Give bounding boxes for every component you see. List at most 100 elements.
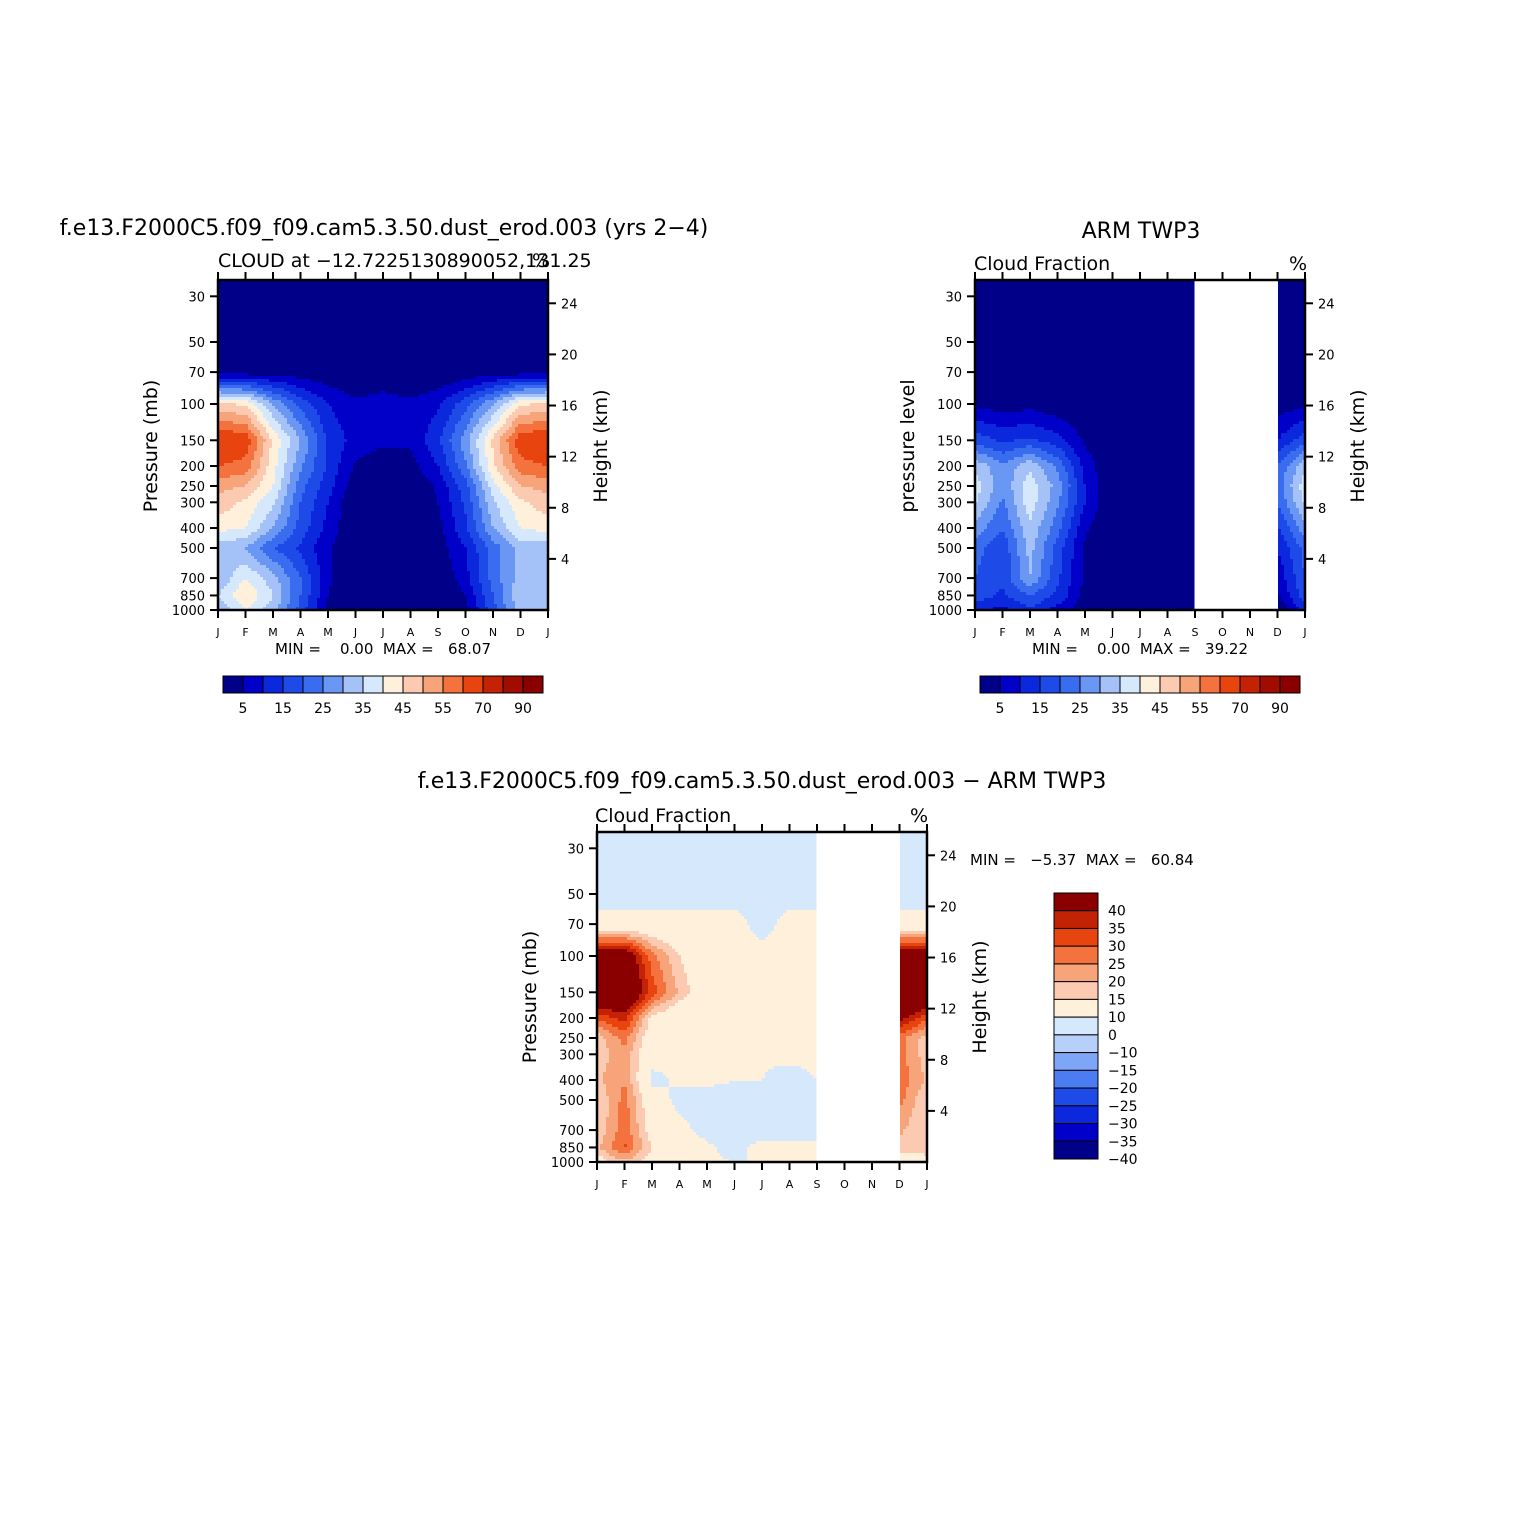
contour-cell bbox=[293, 385, 297, 389]
contour-cell bbox=[425, 355, 429, 359]
contour-cell bbox=[275, 379, 279, 383]
contour-cell bbox=[518, 370, 522, 374]
contour-cell bbox=[302, 322, 306, 326]
contour-cell bbox=[488, 298, 492, 302]
contour-cell bbox=[407, 382, 411, 386]
contour-cell bbox=[254, 340, 258, 344]
contour-cell bbox=[323, 319, 327, 323]
contour-cell bbox=[272, 364, 276, 368]
contour-cell bbox=[527, 346, 531, 350]
contour-cell bbox=[374, 310, 378, 314]
contour-cell bbox=[383, 382, 387, 386]
contour-cell bbox=[281, 328, 285, 332]
contour-cell bbox=[536, 337, 540, 341]
contour-cell bbox=[287, 310, 291, 314]
contour-cell bbox=[284, 307, 288, 311]
contour-cell bbox=[482, 358, 486, 362]
contour-cell bbox=[485, 361, 489, 365]
contour-cell bbox=[383, 295, 387, 299]
contour-cell bbox=[236, 316, 240, 320]
contour-cell bbox=[260, 298, 264, 302]
contour-cell bbox=[497, 295, 501, 299]
contour-cell bbox=[287, 349, 291, 353]
contour-cell bbox=[422, 301, 426, 305]
contour-cell bbox=[371, 355, 375, 359]
contour-cell bbox=[491, 355, 495, 359]
contour-cell bbox=[332, 295, 336, 299]
contour-cell bbox=[338, 292, 342, 296]
contour-cell bbox=[380, 376, 384, 380]
contour-cell bbox=[515, 301, 519, 305]
contour-cell bbox=[512, 361, 516, 365]
contour-cell bbox=[317, 349, 321, 353]
contour-cell bbox=[380, 379, 384, 383]
contour-cell bbox=[356, 334, 360, 338]
contour-cell bbox=[467, 352, 471, 356]
contour-cell bbox=[509, 325, 513, 329]
contour-cell bbox=[506, 301, 510, 305]
contour-cell bbox=[332, 337, 336, 341]
contour-cell bbox=[320, 376, 324, 380]
contour-cell bbox=[485, 334, 489, 338]
contour-cell bbox=[311, 349, 315, 353]
contour-cell bbox=[308, 355, 312, 359]
contour-cell bbox=[494, 343, 498, 347]
contour-cell bbox=[440, 283, 444, 287]
contour-cell bbox=[416, 367, 420, 371]
contour-cell bbox=[470, 352, 474, 356]
contour-cell bbox=[314, 361, 318, 365]
contour-cell bbox=[422, 319, 426, 323]
contour-cell bbox=[461, 382, 465, 386]
contour-cell bbox=[413, 358, 417, 362]
contour-cell bbox=[368, 397, 372, 401]
contour-cell bbox=[368, 289, 372, 293]
contour-cell bbox=[263, 358, 267, 362]
contour-cell bbox=[362, 394, 366, 398]
contour-cell bbox=[341, 313, 345, 317]
contour-cell bbox=[347, 319, 351, 323]
contour-cell bbox=[311, 340, 315, 344]
contour-cell bbox=[221, 298, 225, 302]
contour-cell bbox=[440, 373, 444, 377]
contour-cell bbox=[350, 292, 354, 296]
contour-cell bbox=[482, 373, 486, 377]
contour-cell bbox=[299, 361, 303, 365]
contour-cell bbox=[329, 340, 333, 344]
contour-cell bbox=[236, 322, 240, 326]
contour-cell bbox=[407, 337, 411, 341]
contour-cell bbox=[419, 358, 423, 362]
contour-cell bbox=[344, 376, 348, 380]
contour-cell bbox=[410, 286, 414, 290]
contour-cell bbox=[350, 328, 354, 332]
contour-cell bbox=[383, 337, 387, 341]
contour-cell bbox=[506, 394, 510, 398]
contour-cell bbox=[470, 367, 474, 371]
contour-cell bbox=[305, 322, 309, 326]
contour-cell bbox=[320, 391, 324, 395]
contour-cell bbox=[467, 286, 471, 290]
contour-cell bbox=[494, 388, 498, 392]
contour-cell bbox=[320, 367, 324, 371]
contour-cell bbox=[302, 367, 306, 371]
contour-cell bbox=[491, 358, 495, 362]
contour-cell bbox=[419, 370, 423, 374]
contour-cell bbox=[440, 364, 444, 368]
contour-cell bbox=[236, 364, 240, 368]
contour-cell bbox=[455, 304, 459, 308]
contour-cell bbox=[533, 394, 537, 398]
contour-cell bbox=[242, 325, 246, 329]
contour-cell bbox=[275, 388, 279, 392]
contour-cell bbox=[437, 286, 441, 290]
contour-cell bbox=[530, 352, 534, 356]
contour-cell bbox=[221, 394, 225, 398]
contour-cell bbox=[386, 397, 390, 401]
contour-cell bbox=[320, 394, 324, 398]
contour-cell bbox=[536, 286, 540, 290]
contour-cell bbox=[314, 316, 318, 320]
contour-cell bbox=[407, 340, 411, 344]
contour-cell bbox=[371, 376, 375, 380]
contour-cell bbox=[419, 283, 423, 287]
contour-cell bbox=[326, 388, 330, 392]
contour-cell bbox=[512, 301, 516, 305]
contour-cell bbox=[362, 286, 366, 290]
